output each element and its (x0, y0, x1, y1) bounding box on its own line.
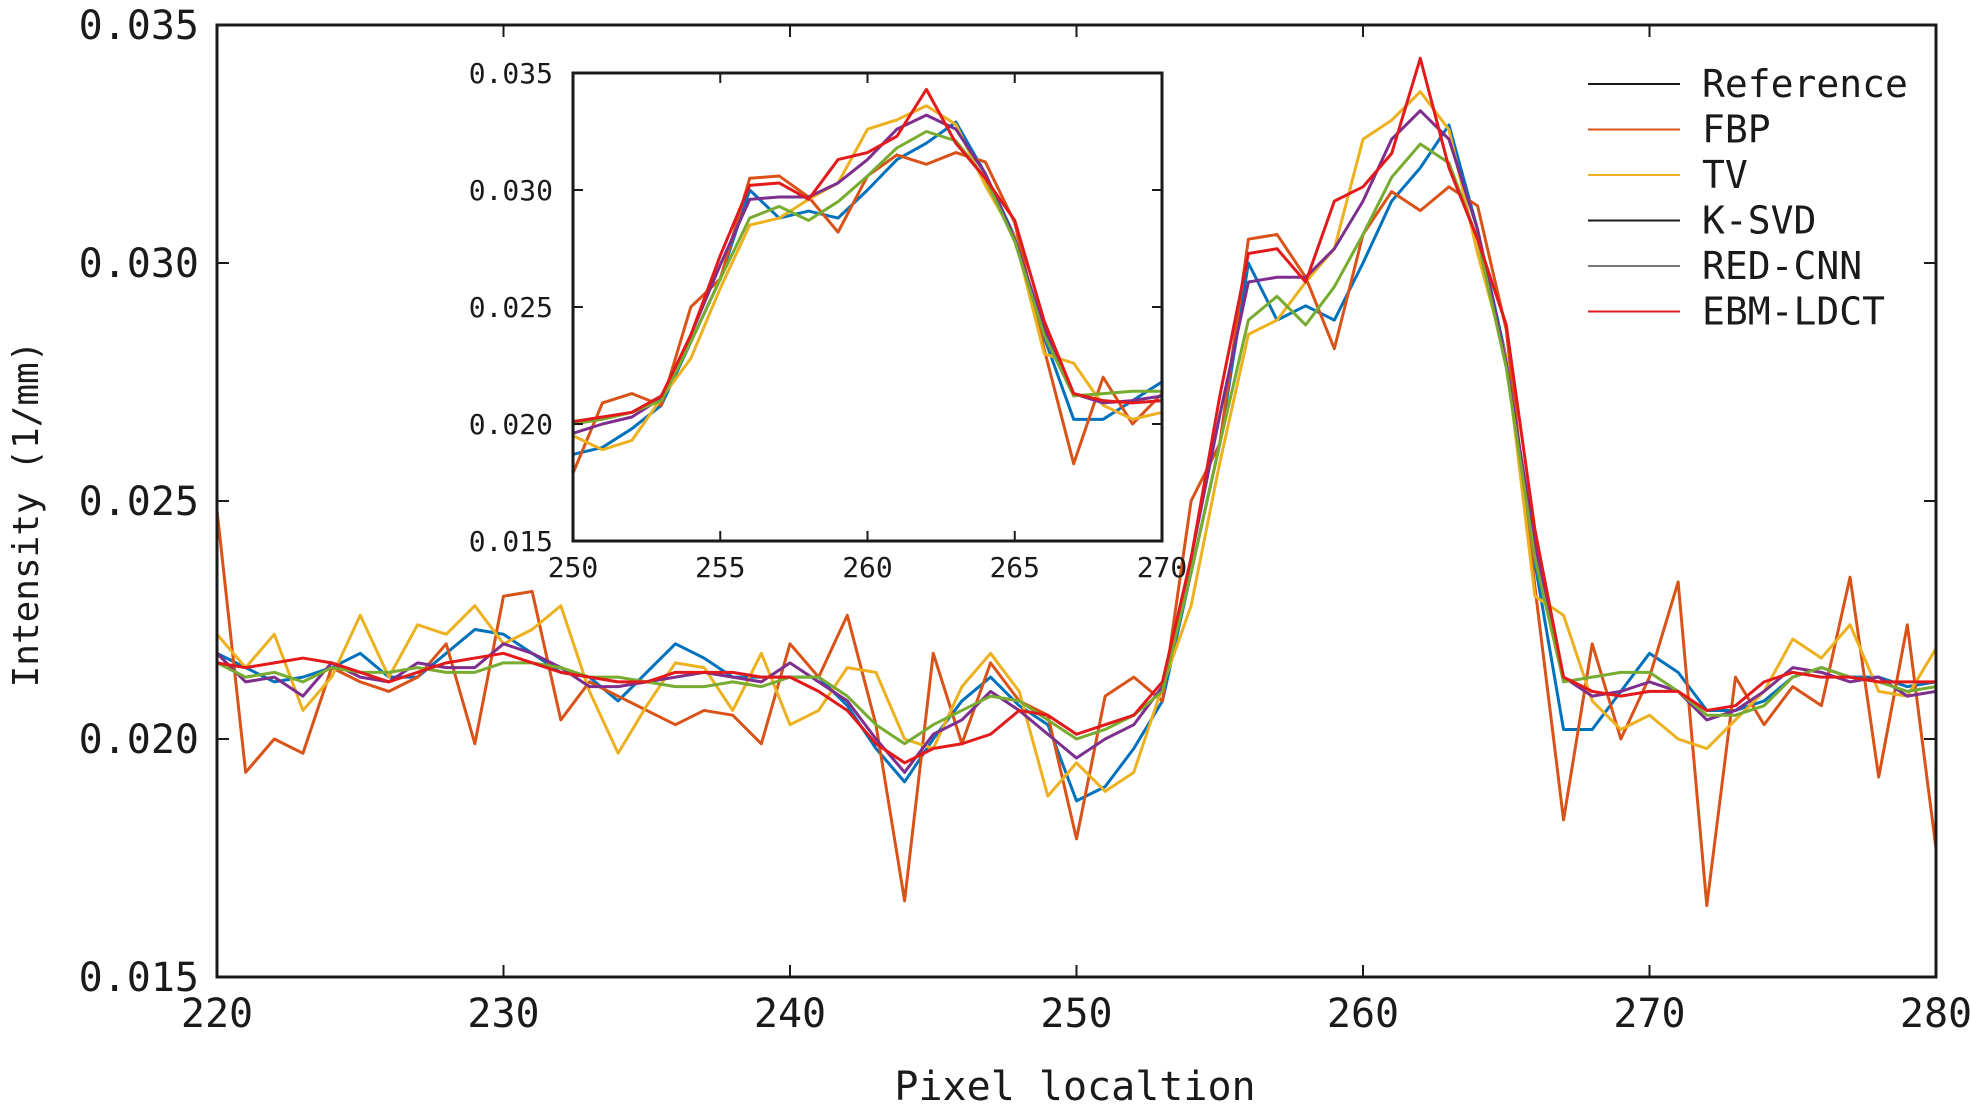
inset-x-tick-label: 260 (842, 551, 893, 584)
inset-series-tv (573, 104, 1162, 452)
legend-label-tv: TV (1702, 153, 1748, 197)
inset-x-tick-label: 265 (989, 551, 1040, 584)
main-y-tick-label: 0.015 (79, 955, 199, 1001)
inset-x-tick-label: 270 (1137, 551, 1188, 584)
inset-axis-ticks: 250 255 260 265 270 0.015 0.020 0.025 0.030 0.035 (469, 57, 1188, 584)
main-x-tick-label: 270 (1613, 991, 1685, 1037)
main-series-fbp (217, 185, 1936, 908)
inset-y-tick-label: 0.035 (469, 57, 553, 90)
inset-plot-area (573, 73, 1162, 541)
main-y-tick-label: 0.035 (79, 3, 199, 49)
main-x-tick-label: 220 (181, 991, 253, 1037)
main-series-reference (217, 123, 1936, 803)
main-series-lines (217, 56, 1936, 908)
legend-label-reference: Reference (1702, 62, 1908, 106)
main-x-tick-label: 240 (754, 991, 826, 1037)
inset-y-tick-label: 0.020 (469, 408, 553, 441)
main-axis-ticks: 220 230 240 250 260 270 280 0.015 0.020 0.025 0.03… (79, 3, 1971, 1037)
legend-label-fbp: FBP (1702, 108, 1771, 152)
x-axis-label: Pixel localtion (894, 1064, 1255, 1110)
legend-label-red-cnn: RED-CNN (1702, 244, 1862, 288)
inset-plot (571, 71, 1164, 543)
inset-x-tick-label: 255 (695, 551, 746, 584)
y-axis-label: Intensity (1/mm) (6, 341, 47, 688)
inset-y-tick-label: 0.025 (469, 291, 553, 324)
main-y-tick-label: 0.030 (79, 241, 199, 287)
main-x-tick-label: 250 (1040, 991, 1112, 1037)
main-x-tick-label: 230 (467, 991, 539, 1037)
inset-x-tick-label: 250 (548, 551, 599, 584)
main-x-tick-label: 260 (1327, 991, 1399, 1037)
inset-series-ebm-ldct (573, 87, 1162, 424)
main-series-k-svd (217, 109, 1936, 774)
legend-label-k-svd: K-SVD (1702, 199, 1816, 243)
inset-series-red-cnn (573, 130, 1162, 426)
main-series-red-cnn (217, 142, 1936, 746)
main-y-tick-label: 0.025 (79, 479, 199, 525)
main-y-tick-label: 0.020 (79, 717, 199, 763)
inset-series-lines (573, 87, 1162, 474)
inset-y-tick-label: 0.030 (469, 174, 553, 207)
main-series-ebm-ldct (217, 56, 1936, 765)
legend-label-ebm-ldct: EBM-LDCT (1702, 290, 1885, 334)
main-x-tick-label: 280 (1900, 991, 1971, 1037)
inset-y-tick-label: 0.015 (469, 525, 553, 558)
